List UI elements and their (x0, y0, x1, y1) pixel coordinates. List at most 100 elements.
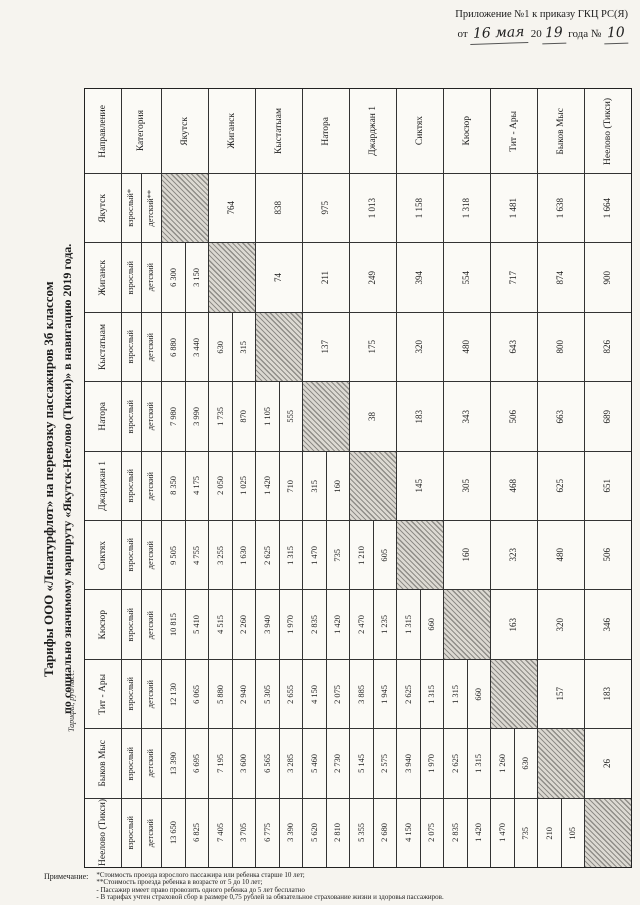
fare-child-half: 660 (419, 590, 444, 659)
header-cell: Якутск (161, 89, 208, 173)
fare-adult-value: 5 305 (262, 684, 272, 704)
distance-value: 249 (367, 270, 378, 285)
fare-cell: 5 620 2 810 (302, 798, 350, 868)
fare-cell: 13 390 6 695 (161, 729, 208, 798)
fare-adult-value: 5 145 (356, 754, 366, 773)
fare-child-half: 3 600 (231, 729, 256, 798)
notes-lines: *Стоимость проезда взрослого пассажира и… (96, 871, 443, 901)
fare-adult-value: 1 315 (450, 684, 460, 704)
fare-child-half: 660 (466, 659, 491, 729)
category-child-label: детский (146, 818, 156, 847)
category-child-label: детский (146, 749, 156, 778)
handwritten-year: 19 (541, 24, 566, 45)
table-header-row: Направление Категория Якутск Жиганск Кыстаты… (85, 89, 631, 173)
fare-child-half: 1 630 (231, 521, 256, 590)
fare-adult-value: 10 815 (168, 613, 178, 637)
fare-child-value: 3 440 (192, 337, 202, 357)
header-label: Кыстатыам (273, 108, 284, 154)
fare-child-half: 2 810 (325, 798, 350, 868)
fare-adult-value: 5 355 (356, 823, 366, 843)
fare-adult-value: 210 (544, 826, 554, 840)
fare-adult-value: 2 470 (356, 615, 366, 635)
direction-cell: Якутск (85, 174, 121, 242)
distance-cell: 1 158 (396, 174, 443, 243)
distance-value: 1 638 (555, 198, 566, 219)
fare-cell: 3 885 1 945 (349, 659, 397, 729)
fare-child-half: 1 420 (325, 590, 350, 659)
fare-adult-half: 5 355 (350, 799, 373, 867)
fare-child-value: 6 065 (192, 684, 202, 704)
notes-label: Примечание: (44, 872, 89, 881)
header-label: Сиктях (414, 116, 425, 146)
fare-adult-half: 1 260 (491, 729, 514, 797)
category-adult-half: взрослый (122, 660, 141, 728)
category-child-half: детский (141, 451, 161, 521)
distance-cell: 175 (349, 312, 396, 382)
fare-adult-value: 13 390 (168, 751, 178, 775)
category-adult-half: взрослый (122, 382, 141, 450)
fare-adult-value: 5 460 (309, 754, 319, 773)
fare-child-half: 3 990 (184, 382, 209, 451)
table-row: Натора взрослый детский 7 980 3 990 1 735 870 1… (85, 381, 631, 451)
header-label: Направление (97, 104, 108, 158)
distance-value: 157 (555, 687, 566, 701)
fare-adult-half: 7 980 (162, 382, 185, 450)
distance-value: 838 (273, 201, 284, 215)
fare-adult-half: 2 625 (397, 660, 420, 728)
fare-cell: 5 305 2 655 (255, 659, 302, 729)
fare-adult-value: 1 420 (262, 476, 272, 496)
fare-cell: 7 405 3 705 (208, 798, 255, 868)
note-line: **Стоимость проезда ребенка в возрасте о… (96, 878, 263, 887)
fare-cell: 2 625 1 315 (396, 659, 443, 729)
header-label: Натора (320, 116, 331, 146)
fare-child-half: 3 285 (278, 729, 303, 798)
fare-cell: 630 315 (208, 312, 255, 382)
fare-child-value: 3 990 (192, 407, 202, 426)
fare-adult-half: 12 130 (162, 660, 185, 728)
table-row: Неелово (Тикси) взрослый детский 13 650 6 82… (85, 797, 631, 868)
fare-cell: 4 515 2 260 (208, 590, 255, 659)
fare-child-half: 2 075 (419, 798, 444, 868)
distance-value: 480 (555, 548, 566, 562)
fare-adult-half: 2 835 (303, 590, 326, 658)
distance-value: 800 (555, 340, 566, 354)
header-label: Кюсюр (461, 116, 472, 146)
distance-cell: 554 (443, 243, 490, 312)
fare-cell: 5 460 2 730 (302, 729, 349, 798)
fare-child-value: 3 600 (239, 754, 249, 773)
fare-adult-value: 8 350 (168, 476, 178, 496)
distance-value: 323 (508, 548, 519, 562)
category-child-half: детский (141, 729, 161, 798)
handwritten-number: 10 (603, 24, 629, 45)
category-child-label: детский (146, 402, 156, 431)
fare-child-half: 1 970 (419, 729, 444, 798)
hatched-diagonal-cell (584, 798, 631, 868)
fare-cell: 2 470 1 235 (349, 590, 396, 659)
fare-child-half: 735 (325, 521, 350, 590)
direction-label: Сиктях (97, 540, 108, 570)
distance-cell: 506 (584, 521, 631, 590)
fare-child-half: 870 (231, 382, 256, 451)
category-adult-half: взрослый (122, 799, 141, 867)
fare-child-value: 2 680 (380, 823, 390, 843)
fare-child-half: 1 945 (372, 659, 397, 729)
category-cell: взрослый* детский** (121, 174, 161, 243)
distance-cell: 689 (584, 382, 631, 451)
fare-child-value: 4 175 (192, 476, 202, 496)
fare-cell: 1 420 710 (255, 451, 302, 521)
table-row: Быков Мыс взрослый детский 13 390 6 695 7 195… (85, 728, 631, 798)
fare-child-half: 1 315 (278, 521, 303, 590)
fare-child-half: 1 025 (231, 451, 256, 521)
fare-adult-value: 2 625 (403, 684, 413, 704)
category-adult-label: взрослый (126, 538, 136, 572)
fare-child-half: 555 (278, 382, 303, 451)
fare-adult-value: 1 470 (309, 545, 319, 565)
fare-adult-value: 4 515 (215, 615, 225, 635)
fare-adult-half: 4 150 (303, 660, 326, 728)
distance-value: 506 (508, 409, 519, 424)
fare-child-value: 2 940 (239, 684, 249, 704)
distance-cell: 163 (490, 590, 537, 659)
hatched-diagonal-cell (443, 590, 490, 659)
distance-cell: 506 (490, 382, 537, 451)
fare-cell: 2 835 1 420 (302, 590, 350, 659)
